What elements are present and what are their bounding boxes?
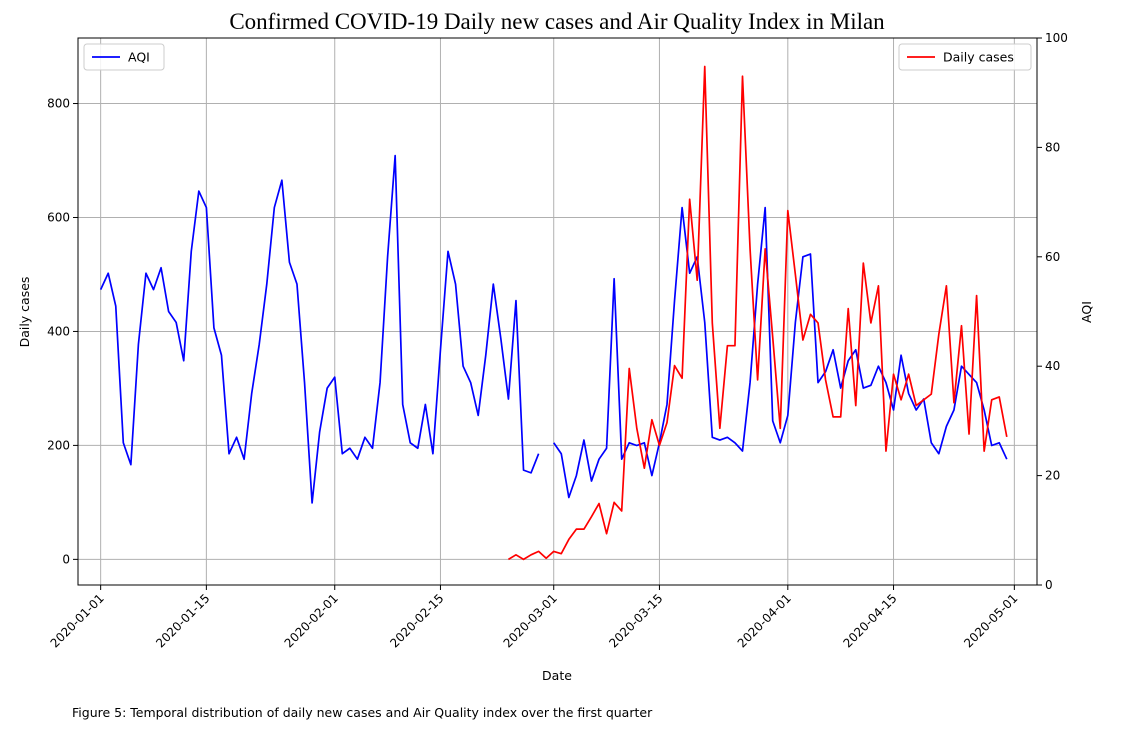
x-tick-label: 2020-01-15: [153, 591, 212, 650]
figure-caption: Figure 5: Temporal distribution of daily…: [72, 705, 653, 720]
x-tick-label: 2020-04-15: [840, 591, 899, 650]
x-tick-label: 2020-03-15: [606, 591, 665, 650]
legend-label: AQI: [128, 50, 150, 65]
y-left-tick-label: 0: [62, 552, 70, 566]
legend-daily-cases: Daily cases: [898, 43, 1032, 71]
legend-label: Daily cases: [943, 50, 1014, 65]
x-tick-label: 2020-02-15: [387, 591, 446, 650]
x-tick-label: 2020-05-01: [961, 591, 1020, 650]
grid: [78, 38, 1037, 585]
y-axis-left-label: Daily cases: [17, 277, 32, 348]
series-lines: [99, 65, 1008, 561]
legend-box: [898, 43, 1032, 71]
legends: AQI Daily cases: [83, 43, 1032, 71]
y-axis-right-label: AQI: [1079, 301, 1094, 323]
y-right-tick-label: 100: [1045, 31, 1068, 45]
x-tick-label: 2020-02-01: [282, 591, 341, 650]
y-right-tick-label: 60: [1045, 250, 1060, 264]
x-axis-label: Date: [542, 668, 572, 683]
chart-title: Confirmed COVID-19 Daily new cases and A…: [229, 9, 885, 34]
series-line-aqi: [553, 206, 1008, 499]
axes: 2020-01-01 2020-01-15 2020-02-01 2020-02-15…: [47, 31, 1068, 650]
x-tick-label: 2020-04-01: [735, 591, 794, 650]
x-tick-label: 2020-01-01: [48, 591, 107, 650]
legend-box: [83, 43, 165, 71]
plot-frame: [77, 37, 1038, 586]
y-right-tick-label: 0: [1045, 578, 1053, 592]
y-left-tick-label: 400: [47, 324, 70, 338]
y-left-tick-label: 600: [47, 210, 70, 224]
series-line-daily-cases: [507, 65, 1008, 561]
y-right-tick-label: 40: [1045, 359, 1060, 373]
legend-aqi: AQI: [83, 43, 165, 71]
y-right-tick-label: 80: [1045, 140, 1060, 154]
y-right-tick-label: 20: [1045, 469, 1060, 483]
chart: Confirmed COVID-19 Daily new cases and A…: [17, 9, 1094, 683]
y-left-tick-label: 800: [47, 97, 70, 111]
y-left-tick-label: 200: [47, 438, 70, 452]
x-tick-label: 2020-03-01: [501, 591, 560, 650]
series-line-aqi: [99, 154, 540, 504]
